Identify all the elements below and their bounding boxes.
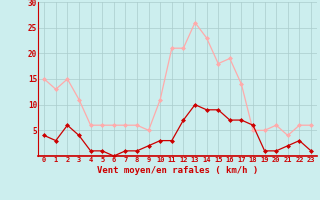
X-axis label: Vent moyen/en rafales ( km/h ): Vent moyen/en rafales ( km/h ) — [97, 166, 258, 175]
